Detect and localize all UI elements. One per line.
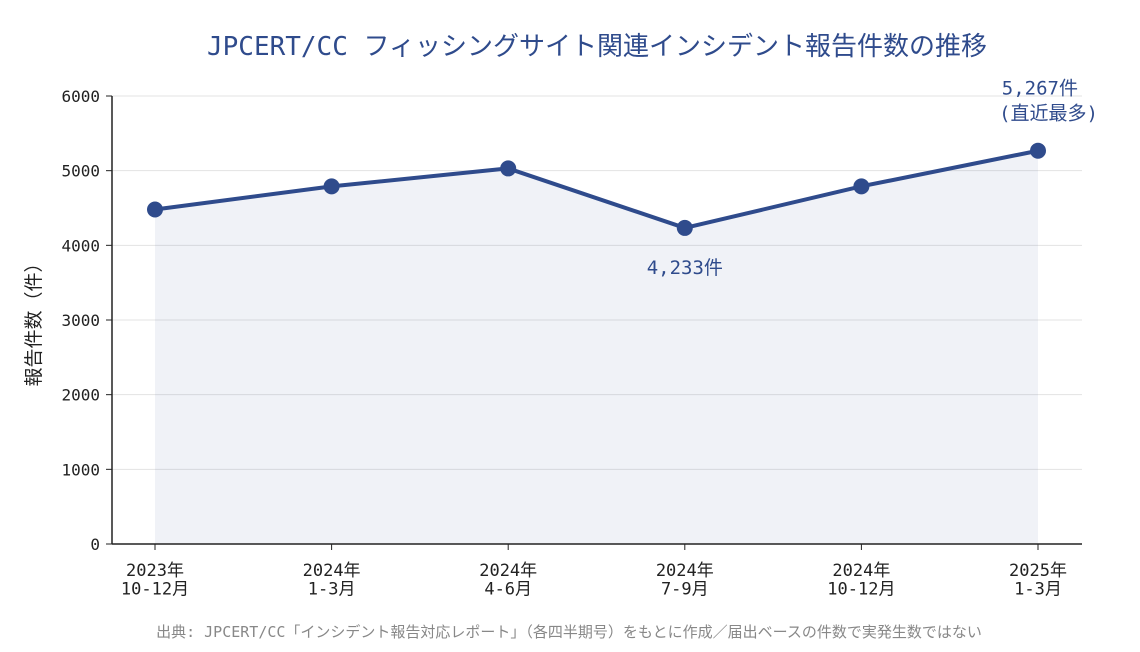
y-tick-label: 6000 xyxy=(61,87,100,106)
y-tick-label: 1000 xyxy=(61,460,100,479)
x-tick-label: 2024年 1-3月 xyxy=(303,561,361,600)
point xyxy=(147,201,163,218)
value-label: 4,233件 xyxy=(647,257,723,279)
y-tick-label: 0 xyxy=(90,535,100,554)
point xyxy=(323,178,340,195)
value-label: 5,267件 xyxy=(1002,78,1078,100)
y-tick-label: 5000 xyxy=(61,162,100,181)
area xyxy=(155,150,1038,545)
point xyxy=(676,219,693,236)
y-tick-label: 4000 xyxy=(61,236,100,255)
x-tick-label: 2025年 1-3月 xyxy=(1009,561,1067,600)
x-tick-label: 2024年 10-12月 xyxy=(827,561,895,600)
y-axis-label: 報告件数（件） xyxy=(23,253,45,386)
chart-title: JPCERT/CC フィッシングサイト関連インシデント報告件数の推移 xyxy=(207,32,987,62)
source-note: 出典: JPCERT/CC「インシデント報告対応レポート」（各四半期号）をもとに… xyxy=(156,623,982,641)
x-tick-label: 2024年 7-9月 xyxy=(656,561,714,600)
point xyxy=(500,160,517,177)
point xyxy=(1030,142,1046,159)
annotation: (直近最多) xyxy=(999,103,1098,125)
y-tick-label: 2000 xyxy=(61,386,100,405)
line xyxy=(154,148,1039,230)
point xyxy=(853,178,870,195)
y-tick-label: 3000 xyxy=(61,311,100,330)
x-tick-label: 2024年 4-6月 xyxy=(479,561,537,600)
x-tick-label: 2023年 10-12月 xyxy=(121,561,189,600)
